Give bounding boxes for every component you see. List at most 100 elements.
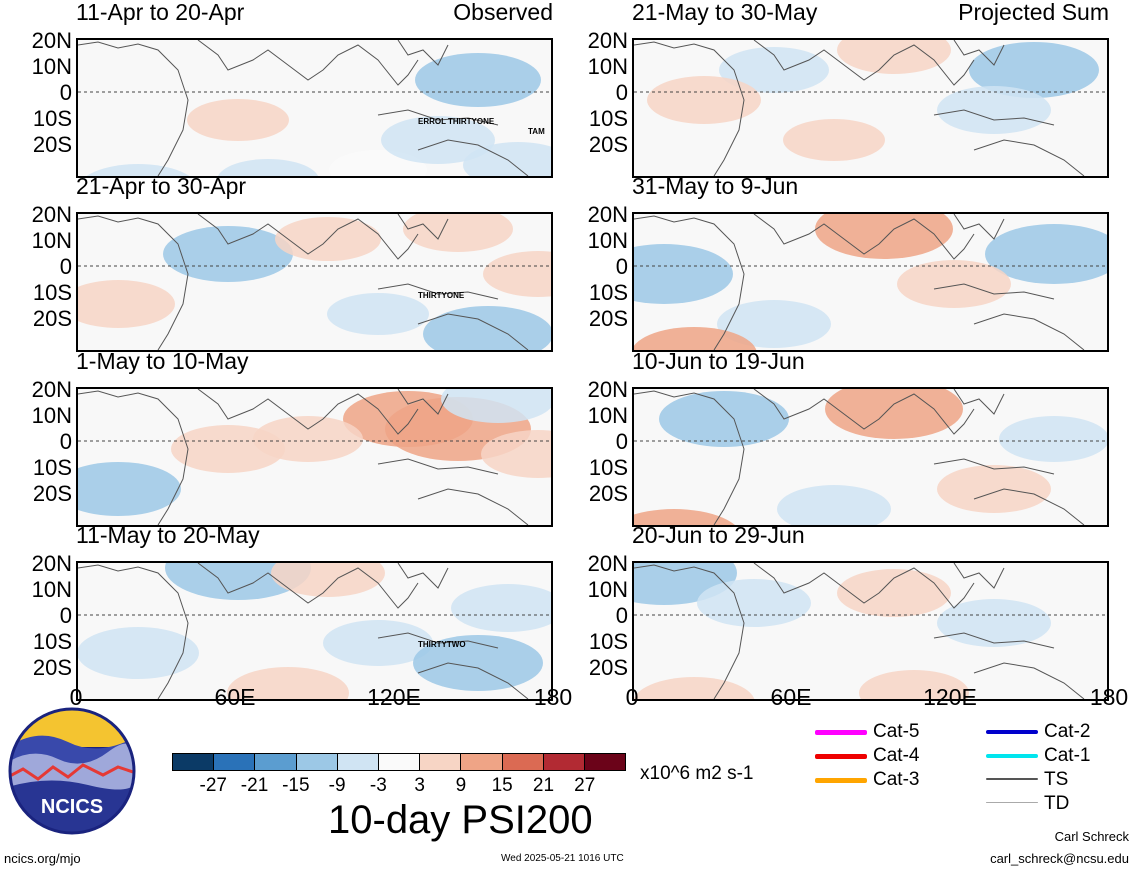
anomaly-contour xyxy=(634,509,736,525)
lat-label: 0 xyxy=(615,80,628,105)
lat-label: 0 xyxy=(59,80,72,105)
psi200-map: THIRTYTWO xyxy=(76,561,553,701)
anomaly-contour xyxy=(937,599,1051,647)
legend-label: Cat-3 xyxy=(873,769,920,790)
anomaly-contour xyxy=(647,76,761,124)
panel-title: 21-May to 30-May xyxy=(632,0,818,25)
lon-label: 60E xyxy=(214,684,256,710)
figure-title: 10-day PSI200 xyxy=(328,798,593,842)
lat-label: 10S xyxy=(32,629,72,654)
map-panel: 21-May to 30-May Projected Sum xyxy=(632,0,1109,178)
anomaly-contour xyxy=(634,327,757,350)
lat-label: 20N xyxy=(31,28,72,53)
colorbar-tick: -3 xyxy=(369,775,387,796)
lat-label: 20S xyxy=(588,132,628,157)
colorbar-swatch xyxy=(502,754,544,770)
lat-label: 10S xyxy=(588,455,628,480)
coastline xyxy=(634,389,1085,525)
panel-title: 10-Jun to 19-Jun xyxy=(632,348,805,374)
anomaly-contour xyxy=(441,389,551,423)
colorbar-tick: -21 xyxy=(240,775,269,796)
colorbar-swatch xyxy=(337,754,379,770)
anomaly-contour xyxy=(415,53,541,107)
lat-label: 10N xyxy=(31,228,72,253)
colorbar-swatch xyxy=(378,754,421,770)
lat-label: 0 xyxy=(615,254,628,279)
anomaly-contour xyxy=(825,389,963,439)
legend-label: Cat-1 xyxy=(1044,745,1091,766)
lat-label: 20N xyxy=(587,377,628,402)
lat-label: 20S xyxy=(32,481,72,506)
colorbar-tick: 15 xyxy=(491,775,513,796)
lat-label: 10N xyxy=(31,403,72,428)
lat-label: 20N xyxy=(587,28,628,53)
colorbar-swatch xyxy=(255,754,297,770)
anomaly-contour xyxy=(413,635,543,691)
lat-label: 20N xyxy=(31,551,72,576)
panel-title: 21-Apr to 30-Apr xyxy=(76,173,247,199)
lat-label: 20S xyxy=(588,481,628,506)
anomaly-contour xyxy=(78,280,175,328)
footer-url[interactable]: ncics.org/mjo xyxy=(4,851,81,866)
psi200-map: THIRTYONE xyxy=(76,212,553,352)
psi200-map xyxy=(76,387,553,527)
anomaly-contour xyxy=(217,159,319,176)
storm-label: TAM xyxy=(528,127,545,136)
legend-label: Cat-2 xyxy=(1044,721,1091,742)
anomaly-contour xyxy=(777,485,891,525)
anomaly-contour xyxy=(969,42,1099,98)
lat-label: 20S xyxy=(32,132,72,157)
legend-label: Cat-5 xyxy=(873,721,920,742)
lat-label: 20N xyxy=(587,551,628,576)
lat-label: 0 xyxy=(615,429,628,454)
footer-email[interactable]: carl_schreck@ncsu.edu xyxy=(990,851,1129,866)
lon-label: 0 xyxy=(625,684,639,710)
colorbar-swatch xyxy=(214,754,256,770)
anomaly-contour xyxy=(381,116,495,164)
anomaly-contour xyxy=(171,425,285,473)
colorbar-swatch xyxy=(173,754,215,770)
psi200-map xyxy=(632,38,1109,178)
anomaly-contour xyxy=(719,47,829,93)
legend-line xyxy=(815,730,867,735)
anomaly-contour xyxy=(634,244,733,304)
logo-text: NCICS xyxy=(41,796,103,818)
lat-label: 10N xyxy=(587,577,628,602)
colorbar-tick: 9 xyxy=(455,775,467,796)
lat-label: 0 xyxy=(59,254,72,279)
coastline xyxy=(634,40,1085,176)
lat-label: 10N xyxy=(31,54,72,79)
colorbar-tick: -27 xyxy=(199,775,227,796)
colorbar-tick: 21 xyxy=(532,775,555,796)
coastline xyxy=(78,40,529,176)
anomaly-contour xyxy=(323,620,433,666)
colorbar-swatch xyxy=(296,754,338,770)
panel-title: 11-May to 20-May xyxy=(76,522,260,548)
lon-label: 120E xyxy=(923,684,977,710)
colorbar xyxy=(172,753,626,771)
lat-label: 10S xyxy=(588,106,628,131)
storm-label: ERROL xyxy=(418,117,446,126)
colorbar-tick: 27 xyxy=(574,775,596,796)
colorbar-swatch xyxy=(420,754,462,770)
legend-line xyxy=(815,754,867,759)
colorbar-swatch xyxy=(461,754,503,770)
coastline xyxy=(78,214,529,350)
colorbar-tick: 3 xyxy=(414,775,425,796)
psi200-map xyxy=(632,561,1109,701)
anomaly-contour xyxy=(451,584,551,632)
anomaly-contour xyxy=(78,627,199,679)
lon-label: 60E xyxy=(770,684,812,710)
lat-label: 10S xyxy=(588,629,628,654)
lon-label: 0 xyxy=(69,684,83,710)
lat-label: 10N xyxy=(31,577,72,602)
anomaly-contour xyxy=(634,677,755,699)
psi200-map: ERROL THIRTYONE TAM xyxy=(76,38,553,178)
anomaly-contour xyxy=(859,670,969,699)
legend-label: TD xyxy=(1044,793,1070,814)
lat-label: 10S xyxy=(32,280,72,305)
legend-label: TS xyxy=(1044,769,1069,790)
lat-label: 10N xyxy=(587,403,628,428)
footer-author: Carl Schreck xyxy=(1054,829,1129,844)
anomaly-contour xyxy=(271,563,385,597)
